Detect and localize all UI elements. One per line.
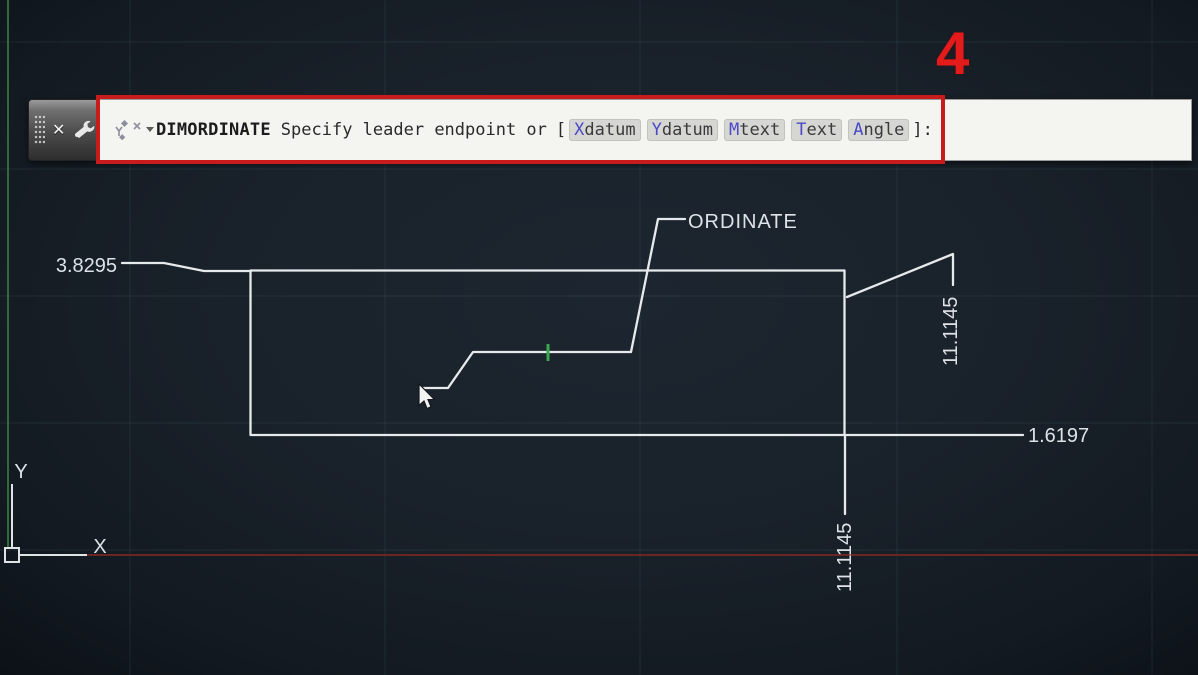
ordinate-leader-top-left[interactable] <box>120 261 253 273</box>
mouse-cursor-icon <box>418 382 436 410</box>
keyword-option-mtext[interactable]: Mtext <box>724 119 786 141</box>
part-outline-rectangle[interactable] <box>249 269 846 437</box>
ucs-x-label: X <box>93 536 106 558</box>
active-command-name: DIMORDINATE <box>156 120 271 140</box>
recent-input-icon[interactable] <box>110 115 156 145</box>
options-open-bracket: [ <box>555 120 567 140</box>
command-input-field[interactable]: DIMORDINATE Specify leader endpoint or [… <box>100 99 1192 161</box>
prompt-message: Specify leader endpoint or <box>280 120 547 140</box>
ordinate-leader-in-progress[interactable] <box>418 217 687 390</box>
dimension-text-bottom[interactable]: 11.1145 <box>834 523 856 592</box>
ordinate-label[interactable]: ORDINATE <box>688 211 798 233</box>
options-close-bracket: ]: <box>912 120 933 140</box>
customize-wrench-icon[interactable] <box>72 117 98 143</box>
command-prompt-text: DIMORDINATE Specify leader endpoint or [… <box>156 119 933 141</box>
command-line-bar: ✕ DIMORDINATE Specify leader endpoint or <box>28 99 1192 161</box>
dimension-text-top-left[interactable]: 3.8295 <box>56 255 117 277</box>
close-icon[interactable]: ✕ <box>52 120 66 139</box>
keyword-option-angle[interactable]: Angle <box>848 119 910 141</box>
keyword-option-text[interactable]: Text <box>791 119 843 141</box>
dimension-text-right[interactable]: 11.1145 <box>940 297 962 366</box>
ucs-y-label: Y <box>14 461 27 483</box>
drag-handle-icon[interactable] <box>34 115 45 145</box>
tutorial-step-number: 4 <box>936 20 970 87</box>
keyword-option-xdatum[interactable]: Xdatum <box>569 119 641 141</box>
ucs-icon[interactable] <box>4 484 87 563</box>
keyword-option-ydatum[interactable]: Ydatum <box>646 119 719 141</box>
command-bar-grip-panel: ✕ <box>28 99 100 161</box>
dropdown-caret-icon <box>146 127 154 132</box>
ordinate-leader-right[interactable] <box>845 252 955 299</box>
dimension-text-bottom-right[interactable]: 1.6197 <box>1028 425 1089 447</box>
